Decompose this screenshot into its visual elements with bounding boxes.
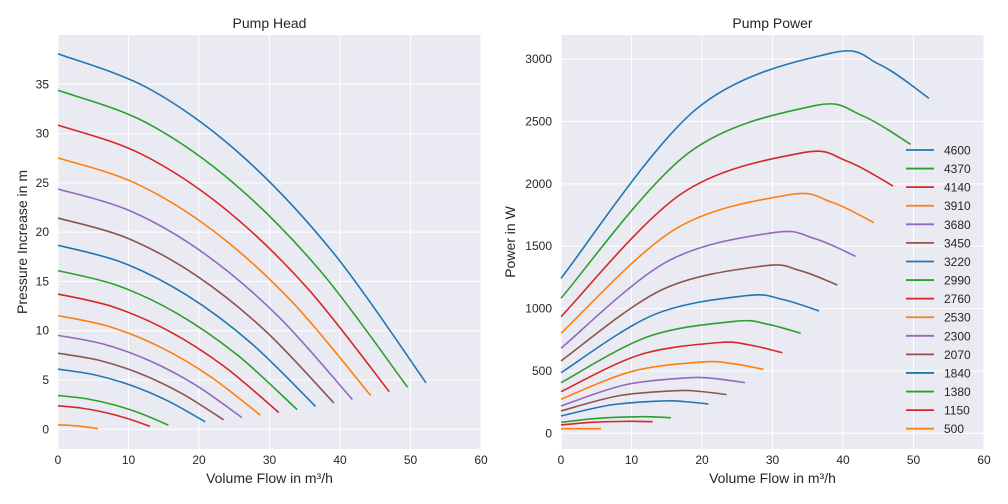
x-tick-label: 50: [404, 453, 418, 467]
x-tick-label: 50: [907, 453, 921, 467]
pump-power-series-1150: [560, 420, 653, 426]
pump-power-title: Pump Power: [732, 15, 812, 31]
y-tick-label: 500: [532, 364, 552, 378]
pump-power-series-3220: [560, 293, 820, 374]
y-tick-label: 10: [36, 324, 50, 338]
pump-head-xlabel: Volume Flow in m³/h: [206, 470, 333, 486]
pump-head-axes: Pump Head Volume Flow in m³/h Pressure I…: [14, 15, 488, 486]
pump-power-xlabel: Volume Flow in m³/h: [709, 470, 836, 486]
x-tick-label: 10: [122, 453, 136, 467]
legend-label: 1150: [944, 404, 970, 418]
pump-power-grid: [560, 35, 985, 449]
x-tick-label: 30: [766, 453, 780, 467]
x-tick-label: 30: [263, 453, 277, 467]
x-tick-label: 20: [695, 453, 709, 467]
legend-label: 2070: [944, 348, 971, 362]
y-tick-label: 25: [36, 176, 50, 190]
pump-head-series-2300: [57, 334, 243, 419]
pump-power-series-3450: [560, 264, 838, 362]
legend-label: 2760: [944, 292, 971, 306]
y-tick-label: 15: [36, 274, 50, 288]
pump-power-series-4600: [560, 50, 930, 279]
x-tick-label: 0: [558, 453, 565, 467]
y-tick-label: 20: [36, 225, 50, 239]
y-tick-label: 0: [42, 422, 49, 436]
legend-label: 3680: [944, 218, 971, 232]
legend-label: 2990: [944, 274, 971, 288]
pump-power-series-3680: [560, 230, 857, 349]
pump-power-series-2070: [560, 389, 727, 412]
y-tick-label: 3000: [525, 52, 552, 66]
pump-head-series-3680: [57, 188, 354, 401]
pump-head-series-4600: [57, 52, 427, 384]
pump-head-series-3220: [57, 244, 317, 408]
legend-label: 3220: [944, 255, 971, 269]
pump-head-series-2990: [57, 269, 298, 411]
pump-power-axes: Pump Power Volume Flow in m³/h Power in …: [502, 15, 991, 486]
y-tick-label: 35: [36, 77, 50, 91]
legend-label: 4370: [944, 162, 971, 176]
x-tick-label: 40: [333, 453, 347, 467]
legend-label: 1380: [944, 385, 971, 399]
pump-head-series-3910: [57, 157, 372, 397]
y-tick-label: 0: [545, 426, 552, 440]
y-tick-label: 1500: [525, 239, 552, 253]
x-tick-label: 20: [192, 453, 206, 467]
pump-power-series-2530: [560, 360, 764, 400]
pump-power-series-3910: [560, 192, 875, 334]
y-tick-label: 5: [42, 373, 49, 387]
x-tick-label: 0: [55, 453, 62, 467]
x-tick-label: 40: [836, 453, 850, 467]
legend-label: 500: [944, 422, 964, 436]
pump-head-series-1380: [57, 394, 169, 426]
pump-power-series-2990: [560, 319, 801, 384]
pump-head-series-500: [57, 424, 99, 430]
y-tick-label: 30: [36, 127, 50, 141]
pump-head-series-1840: [57, 368, 206, 423]
legend-label: 3450: [944, 236, 971, 250]
legend-label: 4140: [944, 181, 971, 195]
pump-power-series-1380: [560, 415, 672, 424]
pump-head-series-2070: [57, 352, 225, 421]
legend-label: 4600: [944, 144, 971, 158]
legend-label: 2300: [944, 329, 971, 343]
pump-power-series-2300: [560, 376, 746, 407]
legend-label: 3910: [944, 199, 971, 213]
x-tick-label: 10: [625, 453, 639, 467]
pump-head-grid: [57, 35, 482, 449]
legend-label: 1840: [944, 366, 971, 380]
pump-head-ylabel: Pressure Increase in m: [14, 170, 30, 314]
x-tick-label: 60: [977, 453, 991, 467]
y-tick-label: 1000: [525, 302, 552, 316]
pump-head-series-3450: [57, 217, 335, 404]
pump-power-series-4140: [560, 150, 894, 318]
pump-head-series-2530: [57, 314, 261, 416]
pump-head-series-1150: [57, 405, 151, 428]
pump-head-series-4140: [57, 124, 390, 393]
pump-head-series-2760: [57, 293, 280, 414]
pump-head-title: Pump Head: [233, 15, 307, 31]
pump-power-series-1840: [560, 400, 709, 417]
legend: 4600 4370 4140 3910 3680 3450 3220 2990 2760 2530…: [906, 144, 971, 436]
y-tick-label: 2500: [525, 115, 552, 129]
pump-head-series-4370: [57, 89, 409, 388]
x-tick-label: 60: [474, 453, 488, 467]
pump-power-series-2760: [560, 341, 783, 393]
pump-power-ylabel: Power in W: [502, 205, 518, 277]
legend-label: 2530: [944, 311, 971, 325]
y-tick-label: 2000: [525, 177, 552, 191]
pump-power-series-4370: [560, 103, 912, 299]
